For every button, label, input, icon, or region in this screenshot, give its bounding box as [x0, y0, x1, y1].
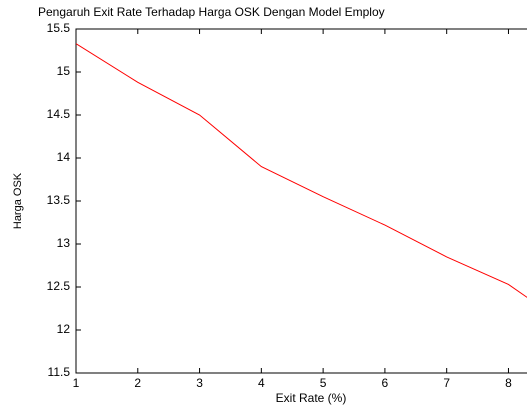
y-tick-label: 15 [57, 64, 71, 78]
x-tick-label: 5 [320, 376, 327, 390]
y-tick-label: 11.5 [48, 365, 71, 379]
chart-title: Pengaruh Exit Rate Terhadap Harga OSK De… [38, 5, 385, 19]
x-tick-label: 4 [258, 376, 265, 390]
plot-area [76, 43, 527, 298]
x-tick-label: 6 [382, 376, 389, 390]
x-tick-label: 1 [73, 376, 80, 390]
y-axis-label: Harga OSK [12, 172, 24, 229]
x-tick-label: 2 [134, 376, 141, 390]
y-tick-label: 12.5 [47, 279, 71, 293]
y-tick-label: 14.5 [47, 107, 71, 121]
data-line [76, 43, 527, 298]
x-tick-label: 8 [505, 376, 512, 390]
y-tick-label: 15.5 [47, 21, 71, 35]
x-tick-label: 3 [196, 376, 203, 390]
y-tick-label: 13 [57, 236, 71, 250]
x-axis-label: Exit Rate (%) [276, 391, 347, 405]
y-tick-label: 12 [57, 322, 71, 336]
y-tick-label: 14 [57, 150, 71, 164]
y-tick-label: 13.5 [47, 193, 71, 207]
x-tick-label: 7 [443, 376, 450, 390]
